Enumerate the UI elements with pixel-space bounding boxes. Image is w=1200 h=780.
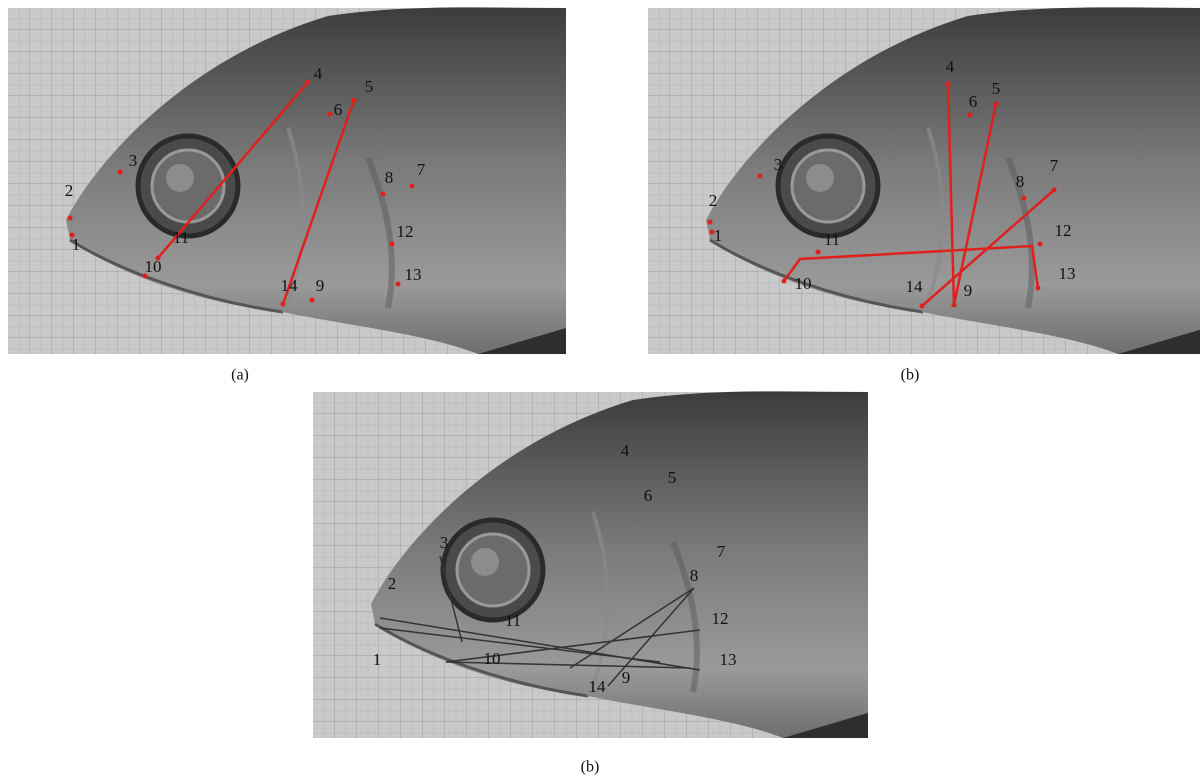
landmark-label: 14 (906, 277, 924, 296)
landmark-label: 2 (388, 574, 397, 593)
landmark-label: 6 (644, 486, 653, 505)
landmark-point (952, 303, 957, 308)
landmark-label: 12 (712, 609, 729, 628)
landmark-label: 14 (281, 276, 299, 295)
landmark-label: 7 (1050, 156, 1059, 175)
fish-photo (8, 7, 566, 354)
landmark-label: 13 (1059, 264, 1076, 283)
landmark-label: 3 (774, 155, 783, 174)
landmark-point (994, 102, 999, 107)
landmark-label: 4 (621, 441, 630, 460)
landmark-label: 8 (690, 566, 699, 585)
landmark-label: 1 (373, 650, 382, 669)
landmark-label: 1 (72, 235, 81, 254)
landmark-label: 2 (65, 181, 74, 200)
landmark-point (1038, 242, 1043, 247)
landmark-label: 4 (314, 64, 323, 83)
landmark-label: 4 (946, 57, 955, 76)
landmark-point (708, 220, 713, 225)
landmark-label: 12 (397, 222, 414, 241)
landmark-point (946, 82, 951, 87)
landmark-point (390, 242, 395, 247)
caption: (b) (581, 759, 600, 776)
landmark-label: 10 (795, 274, 812, 293)
landmark-label: 2 (709, 191, 718, 210)
landmark-label: 3 (129, 151, 138, 170)
landmark-point (352, 98, 357, 103)
landmark-label: 5 (668, 468, 677, 487)
landmark-point (920, 304, 925, 309)
landmark-label: 6 (334, 100, 343, 119)
landmark-point (306, 80, 311, 85)
landmark-label: 11 (173, 228, 189, 247)
landmark-label: 13 (405, 265, 422, 284)
landmark-point (968, 113, 973, 118)
landmark-point (118, 170, 123, 175)
landmark-label: 11 (824, 230, 840, 249)
landmark-label: 11 (505, 611, 521, 630)
landmark-point (328, 112, 333, 117)
landmark-label: 3 (440, 533, 449, 552)
landmark-label: 8 (1016, 172, 1025, 191)
caption: (a) (231, 367, 249, 384)
landmark-label: 10 (145, 257, 162, 276)
landmark-label: 7 (417, 160, 426, 179)
landmark-label: 5 (365, 77, 374, 96)
figure: (a) 1234567891011121314 (b) 123456789101… (0, 0, 1200, 780)
landmark-label: 9 (964, 281, 973, 300)
landmark-point (396, 282, 401, 287)
landmark-point (1052, 188, 1057, 193)
landmark-label: 14 (589, 677, 607, 696)
landmark-label: 6 (969, 92, 978, 111)
landmark-label: 1 (714, 226, 723, 245)
landmark-label: 8 (385, 168, 394, 187)
landmark-point (816, 250, 821, 255)
fish-photo (648, 7, 1200, 354)
landmark-point (1022, 196, 1027, 201)
landmark-label: 5 (992, 79, 1001, 98)
caption: (b) (901, 367, 920, 384)
landmark-label: 12 (1055, 221, 1072, 240)
landmark-point (381, 192, 386, 197)
landmark-label: 13 (720, 650, 737, 669)
landmark-point (758, 174, 763, 179)
landmark-point (281, 302, 286, 307)
landmark-point (1036, 286, 1041, 291)
landmark-label: 7 (717, 542, 726, 561)
landmark-point (310, 298, 315, 303)
landmark-label: 9 (316, 276, 325, 295)
landmark-point (68, 216, 73, 221)
landmark-label: 10 (484, 649, 501, 668)
landmark-point (782, 279, 787, 284)
landmark-point (410, 184, 415, 189)
landmark-label: 9 (622, 668, 631, 687)
